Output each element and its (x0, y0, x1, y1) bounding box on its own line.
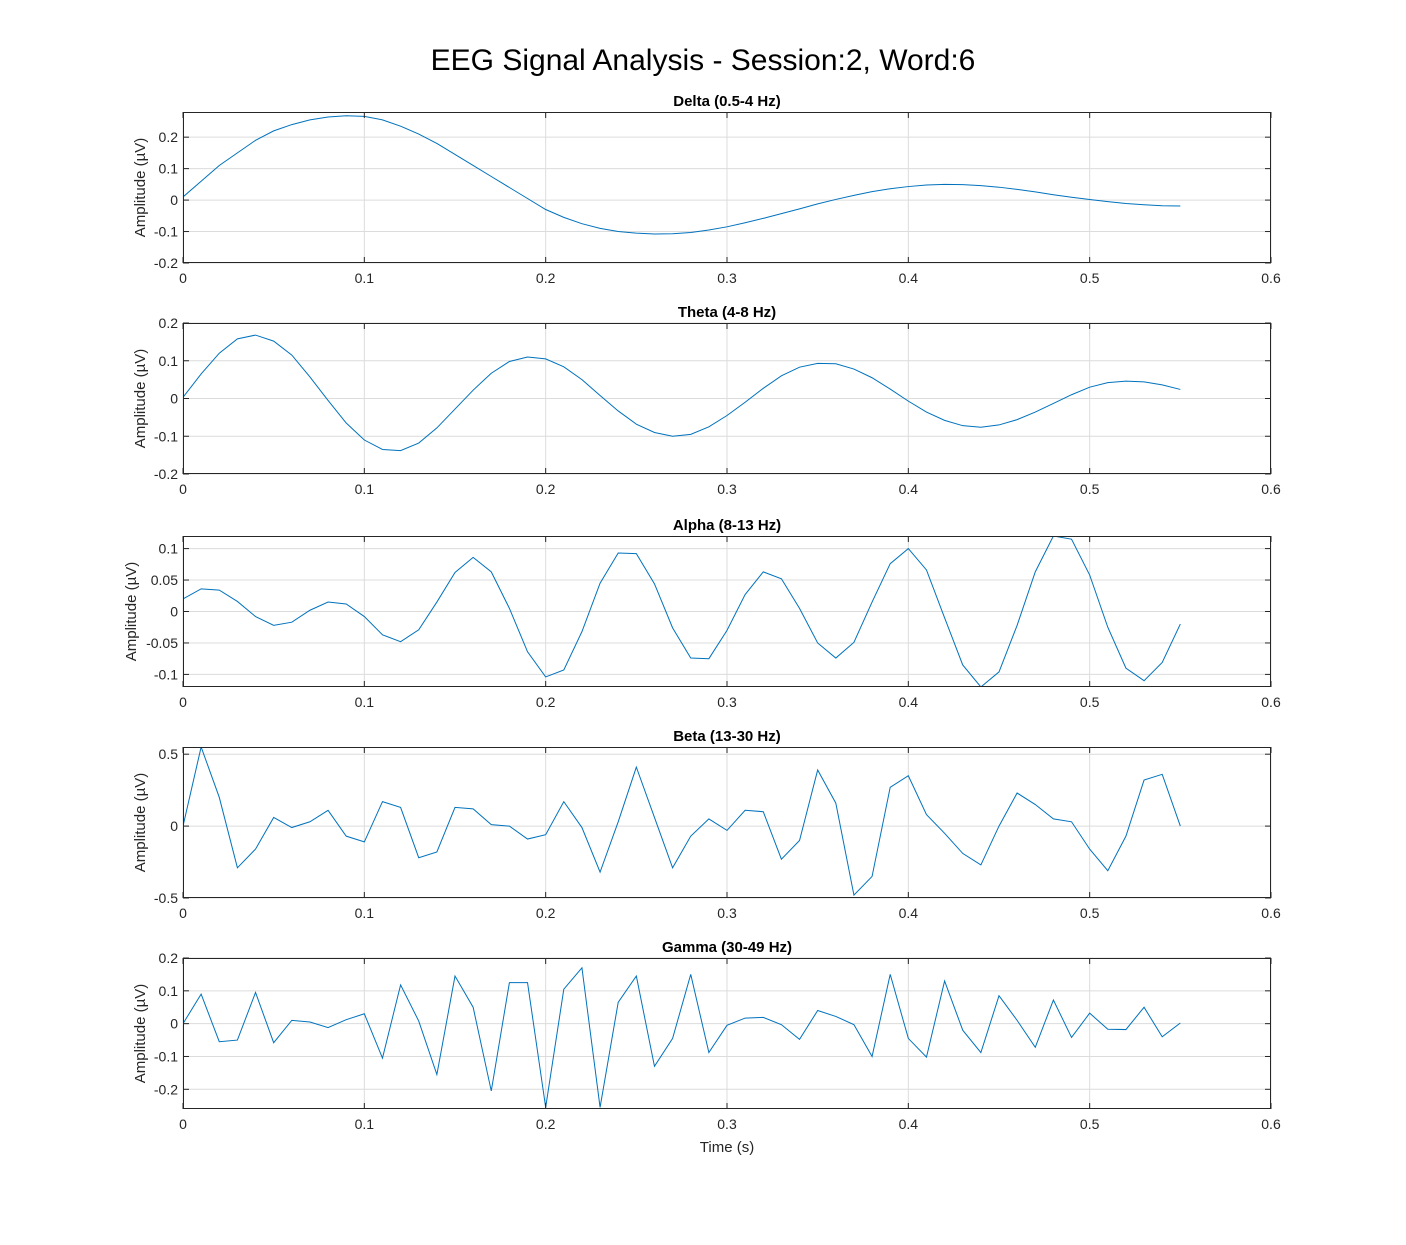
y-tick-label: 0 (170, 818, 178, 834)
x-tick-label: 0.5 (1080, 905, 1100, 921)
x-tick-label: 0.6 (1261, 905, 1281, 921)
x-tick-label: 0 (179, 481, 187, 497)
y-tick-label: -0.5 (154, 890, 178, 906)
subplot-title-beta: Beta (13-30 Hz) (673, 728, 781, 745)
y-tick-label: -0.1 (154, 666, 178, 682)
subplot-title-delta: Delta (0.5-4 Hz) (673, 93, 781, 110)
x-tick-label: 0.6 (1261, 270, 1281, 286)
y-tick-label: -0.1 (154, 1048, 178, 1064)
y-tick-label: 0.2 (159, 950, 179, 966)
y-tick-label: -0.1 (154, 224, 178, 240)
y-axis-label-delta: Amplitude (µV) (132, 138, 149, 238)
x-tick-label: 0.1 (355, 1116, 375, 1132)
y-tick-label: 0 (170, 192, 178, 208)
y-axis-label-beta: Amplitude (µV) (132, 773, 149, 873)
series-line-alpha (183, 536, 1181, 687)
subplot-theta: 0 0.1 0.2 0.3 0.4 0.5 0.6 -0.2 -0.1 0 0.1 0.2 Theta … (132, 304, 1281, 497)
x-tick-label: 0.1 (355, 270, 375, 286)
y-axis-label-alpha: Amplitude (µV) (123, 562, 140, 662)
x-tick-label: 0.2 (536, 905, 556, 921)
x-tick-label: 0.4 (899, 905, 919, 921)
x-tick-label: 0.2 (536, 694, 556, 710)
x-axis-label-gamma: Time (s) (700, 1139, 754, 1156)
subplot-alpha: 0 0.1 0.2 0.3 0.4 0.5 0.6 -0.1 -0.05 0 0.05 0.1 Alph… (123, 517, 1281, 710)
series-line-theta (183, 334, 1181, 452)
y-tick-label: 0.1 (159, 541, 179, 557)
y-tick-label: -0.2 (154, 466, 178, 482)
x-tick-label: 0.4 (899, 270, 919, 286)
y-tick-label: 0 (170, 1016, 178, 1032)
x-tick-label: 0 (179, 1116, 187, 1132)
y-tick-label: 0 (170, 391, 178, 407)
y-axis-label-gamma: Amplitude (µV) (132, 984, 149, 1084)
figure-title: EEG Signal Analysis - Session:2, Word:6 (430, 44, 976, 77)
y-tick-label: 0 (170, 604, 178, 620)
subplot-title-alpha: Alpha (8-13 Hz) (673, 517, 781, 534)
x-tick-label: 0.4 (899, 481, 919, 497)
x-tick-label: 0 (179, 694, 187, 710)
x-tick-label: 0.3 (717, 481, 737, 497)
y-axis-label-theta: Amplitude (µV) (132, 349, 149, 449)
x-tick-label: 0.2 (536, 481, 556, 497)
x-tick-label: 0.3 (717, 1116, 737, 1132)
y-tick-label: -0.2 (154, 1081, 178, 1097)
x-tick-label: 0.4 (899, 1116, 919, 1132)
y-tick-label: -0.2 (154, 255, 178, 271)
x-tick-label: 0 (179, 270, 187, 286)
x-tick-label: 0.1 (355, 905, 375, 921)
y-tick-label: -0.05 (146, 635, 178, 651)
y-tick-label: 0.2 (159, 315, 179, 331)
y-tick-label: 0.5 (159, 746, 179, 762)
x-tick-label: 0.4 (899, 694, 919, 710)
y-tick-label: 0.1 (159, 983, 179, 999)
x-tick-label: 0.6 (1261, 694, 1281, 710)
subplot-gamma: 0 0.1 0.2 0.3 0.4 0.5 0.6 -0.2 -0.1 0 0.1 0.2 Gamma … (132, 939, 1281, 1156)
y-tick-label: 0.05 (151, 572, 178, 588)
y-tick-label: 0.1 (159, 353, 179, 369)
x-tick-label: 0.5 (1080, 481, 1100, 497)
x-tick-label: 0.3 (717, 694, 737, 710)
subplot-title-theta: Theta (4-8 Hz) (678, 304, 776, 321)
series-line-beta (183, 747, 1181, 897)
x-tick-label: 0.2 (536, 270, 556, 286)
x-tick-label: 0.1 (355, 481, 375, 497)
y-tick-label: 0.2 (159, 129, 179, 145)
series-line-delta (183, 115, 1181, 235)
x-tick-label: 0.5 (1080, 1116, 1100, 1132)
x-tick-label: 0.3 (717, 270, 737, 286)
x-tick-label: 0 (179, 905, 187, 921)
x-tick-label: 0.2 (536, 1116, 556, 1132)
y-tick-label: -0.1 (154, 428, 178, 444)
series-line-gamma (183, 966, 1181, 1108)
x-tick-label: 0.5 (1080, 694, 1100, 710)
x-tick-label: 0.1 (355, 694, 375, 710)
x-tick-label: 0.5 (1080, 270, 1100, 286)
subplot-delta: 0 0.1 0.2 0.3 0.4 0.5 0.6 -0.2 -0.1 0 0.1 0.2 Delta … (132, 93, 1281, 286)
subplot-title-gamma: Gamma (30-49 Hz) (662, 939, 792, 956)
x-tick-label: 0.6 (1261, 1116, 1281, 1132)
x-tick-label: 0.3 (717, 905, 737, 921)
x-tick-label: 0.6 (1261, 481, 1281, 497)
y-tick-label: 0.1 (159, 161, 179, 177)
